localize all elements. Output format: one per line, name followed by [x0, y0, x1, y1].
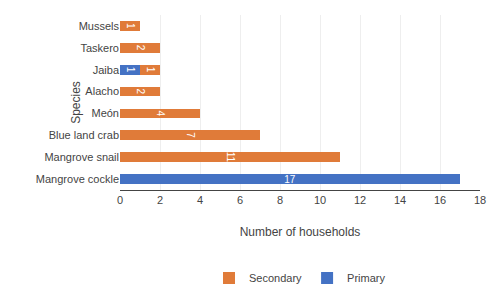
- svg-text:Blue land crab: Blue land crab: [49, 129, 119, 141]
- svg-text:Mangrove cockle: Mangrove cockle: [36, 173, 119, 185]
- svg-text:8: 8: [277, 194, 283, 206]
- svg-text:18: 18: [474, 194, 486, 206]
- svg-text:7: 7: [185, 132, 196, 138]
- svg-text:Mussels: Mussels: [79, 20, 120, 32]
- svg-text:Jaiba: Jaiba: [93, 64, 120, 76]
- svg-text:Species: Species: [69, 81, 83, 124]
- svg-text:Alacho: Alacho: [85, 85, 119, 97]
- svg-text:1: 1: [125, 67, 136, 73]
- svg-text:2: 2: [135, 45, 146, 51]
- svg-text:4: 4: [155, 110, 166, 116]
- svg-text:Meón: Meón: [91, 107, 119, 119]
- svg-text:14: 14: [394, 194, 406, 206]
- svg-text:12: 12: [354, 194, 366, 206]
- svg-text:Mangrove snail: Mangrove snail: [44, 151, 119, 163]
- svg-text:2: 2: [135, 89, 146, 95]
- svg-text:4: 4: [197, 194, 203, 206]
- svg-text:Primary: Primary: [347, 272, 385, 284]
- svg-text:Number of households: Number of households: [240, 225, 361, 239]
- svg-text:Secondary: Secondary: [249, 272, 302, 284]
- svg-text:11: 11: [225, 152, 236, 163]
- svg-text:10: 10: [314, 194, 326, 206]
- svg-text:2: 2: [157, 194, 163, 206]
- svg-text:Taskero: Taskero: [80, 42, 119, 54]
- svg-text:16: 16: [434, 194, 446, 206]
- svg-text:17: 17: [284, 174, 296, 185]
- svg-text:1: 1: [145, 67, 156, 73]
- svg-text:0: 0: [117, 194, 123, 206]
- svg-text:1: 1: [125, 23, 136, 29]
- svg-text:6: 6: [237, 194, 243, 206]
